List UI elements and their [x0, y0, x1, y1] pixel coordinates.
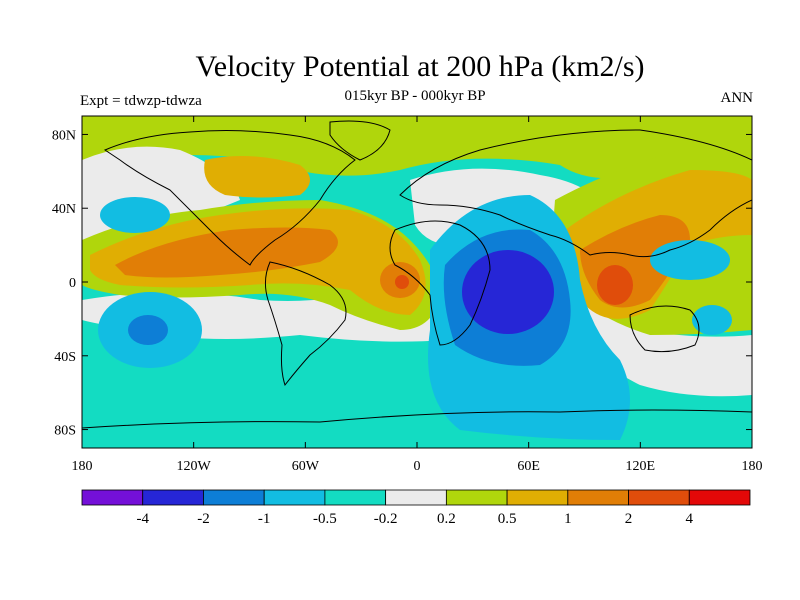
y-tick-label: 40S [54, 350, 76, 365]
y-tick-label: 80S [54, 424, 76, 439]
colorbar-swatch [567, 489, 629, 506]
colorbar-swatch [142, 489, 204, 506]
coastline-south-america [264, 261, 347, 387]
colorbar-swatch [385, 489, 447, 506]
x-tick-label: 120W [177, 459, 212, 474]
x-tick-label: 0 [414, 459, 421, 474]
colorbar-label: 4 [686, 511, 694, 527]
coastline-australia [629, 305, 700, 353]
colorbar-label: 0.2 [437, 511, 456, 527]
contour-positive-north-america [204, 156, 310, 198]
x-tick-label: 120E [626, 459, 656, 474]
coastlines [82, 120, 752, 429]
colorbar: -4 -2 -1 -0.5 -0.2 0.2 0.5 1 2 4 [81, 489, 751, 527]
coastline-eurasia [399, 129, 752, 258]
contour-positive-indonesia-core [597, 265, 633, 305]
colorbar-swatch [324, 489, 387, 506]
season-label: ANN [720, 90, 754, 106]
colorbar-label: -0.5 [313, 511, 337, 527]
colorbar-label: -1 [258, 511, 271, 527]
colorbar-label: -4 [136, 511, 149, 527]
experiment-label: Expt = tdwzp-tdwza [80, 93, 202, 109]
colorbar-swatch [203, 489, 265, 506]
contour-negative-south-pacific-core [128, 315, 168, 345]
colorbar-swatch [688, 489, 751, 506]
x-tick-label: 180 [742, 459, 763, 474]
x-tick-label: 60E [517, 459, 540, 474]
map-field [82, 116, 752, 448]
colorbar-label: -2 [197, 511, 210, 527]
y-tick-label: 40N [52, 202, 76, 217]
contour-positive-north-band [82, 116, 752, 190]
colorbar-swatch [263, 489, 326, 506]
axis-ticks: 180 120W 60W 0 60E 120E 180 80N 40N 0 40S 80S [52, 116, 763, 474]
contour-positive-africa-west-core [395, 275, 409, 289]
colorbar-swatch [81, 489, 144, 506]
x-tick-label: 180 [72, 459, 93, 474]
colorbar-swatch [628, 489, 690, 506]
coastline-antarctica [82, 409, 752, 429]
coastline-north-america [103, 130, 356, 266]
colorbar-label: -0.2 [374, 511, 398, 527]
y-tick-label: 0 [69, 276, 76, 291]
colorbar-swatch [506, 489, 569, 506]
y-tick-label: 80N [52, 128, 76, 143]
x-tick-label: 60W [292, 459, 320, 474]
chart-subtitle: 015kyr BP - 000kyr BP [344, 88, 486, 104]
contour-neutral-south-indian [560, 280, 752, 397]
colorbar-label: 2 [625, 511, 633, 527]
contour-negative-australia-east [692, 305, 732, 335]
colorbar-label: 0.5 [498, 511, 517, 527]
contour-negative-north-pacific [100, 197, 170, 233]
contour-negative-indian-core [462, 250, 554, 334]
chart-title: Velocity Potential at 200 hPa (km2/s) [195, 50, 645, 83]
colorbar-label: 1 [564, 511, 572, 527]
colorbar-swatch [445, 489, 508, 506]
coastline-africa [389, 220, 491, 346]
coastline-greenland [329, 120, 391, 161]
contour-negative-west-pacific [650, 240, 730, 280]
